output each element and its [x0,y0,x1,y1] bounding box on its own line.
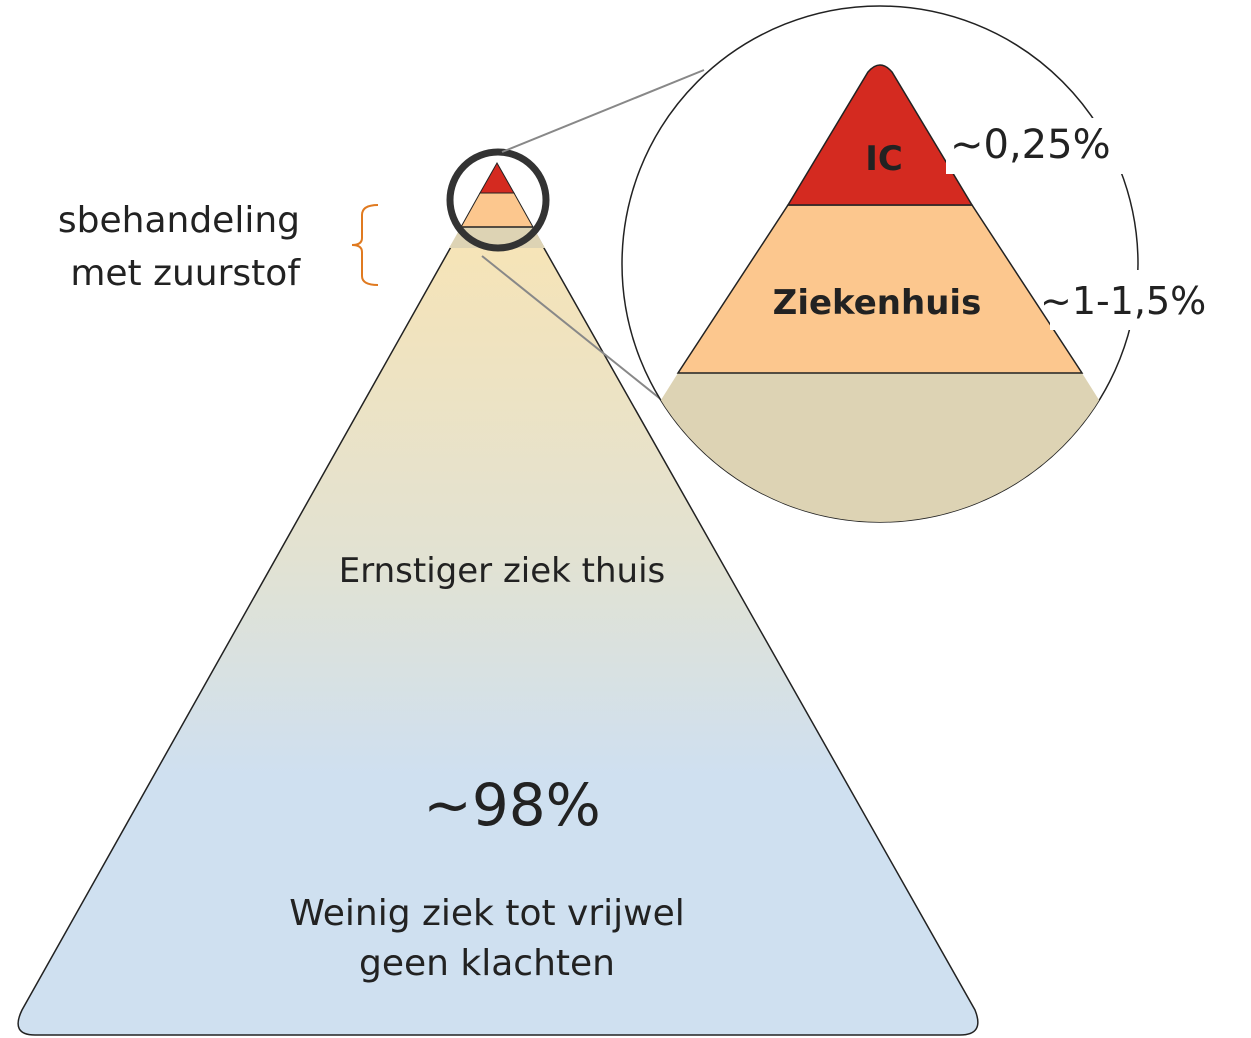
connector [481,255,669,406]
base-pct: ~98% [423,771,601,839]
hospital-label: Ziekenhuis [773,283,982,323]
hospital-pct: ~1-1,5% [1040,279,1206,323]
left-label: sbehandeling [58,200,300,241]
base-label: geen klachten [359,943,615,984]
ic-label: IC [865,139,903,179]
brace [351,204,379,286]
ic-pct: ~0,25% [950,122,1111,168]
focus-circle [446,148,550,252]
middle-label: Ernstiger ziek thuis [339,551,666,591]
tier-ic-zoom [786,64,974,206]
label-bg [946,118,1146,174]
tier-ic-small [479,161,515,194]
tier-hospital-small [460,192,534,228]
big-pyramid [17,163,979,1036]
left-label: met zuurstof [70,253,301,294]
base-label: Weinig ziek tot vrijwel [289,893,685,934]
connector [501,69,705,153]
label-bg [1050,270,1251,330]
